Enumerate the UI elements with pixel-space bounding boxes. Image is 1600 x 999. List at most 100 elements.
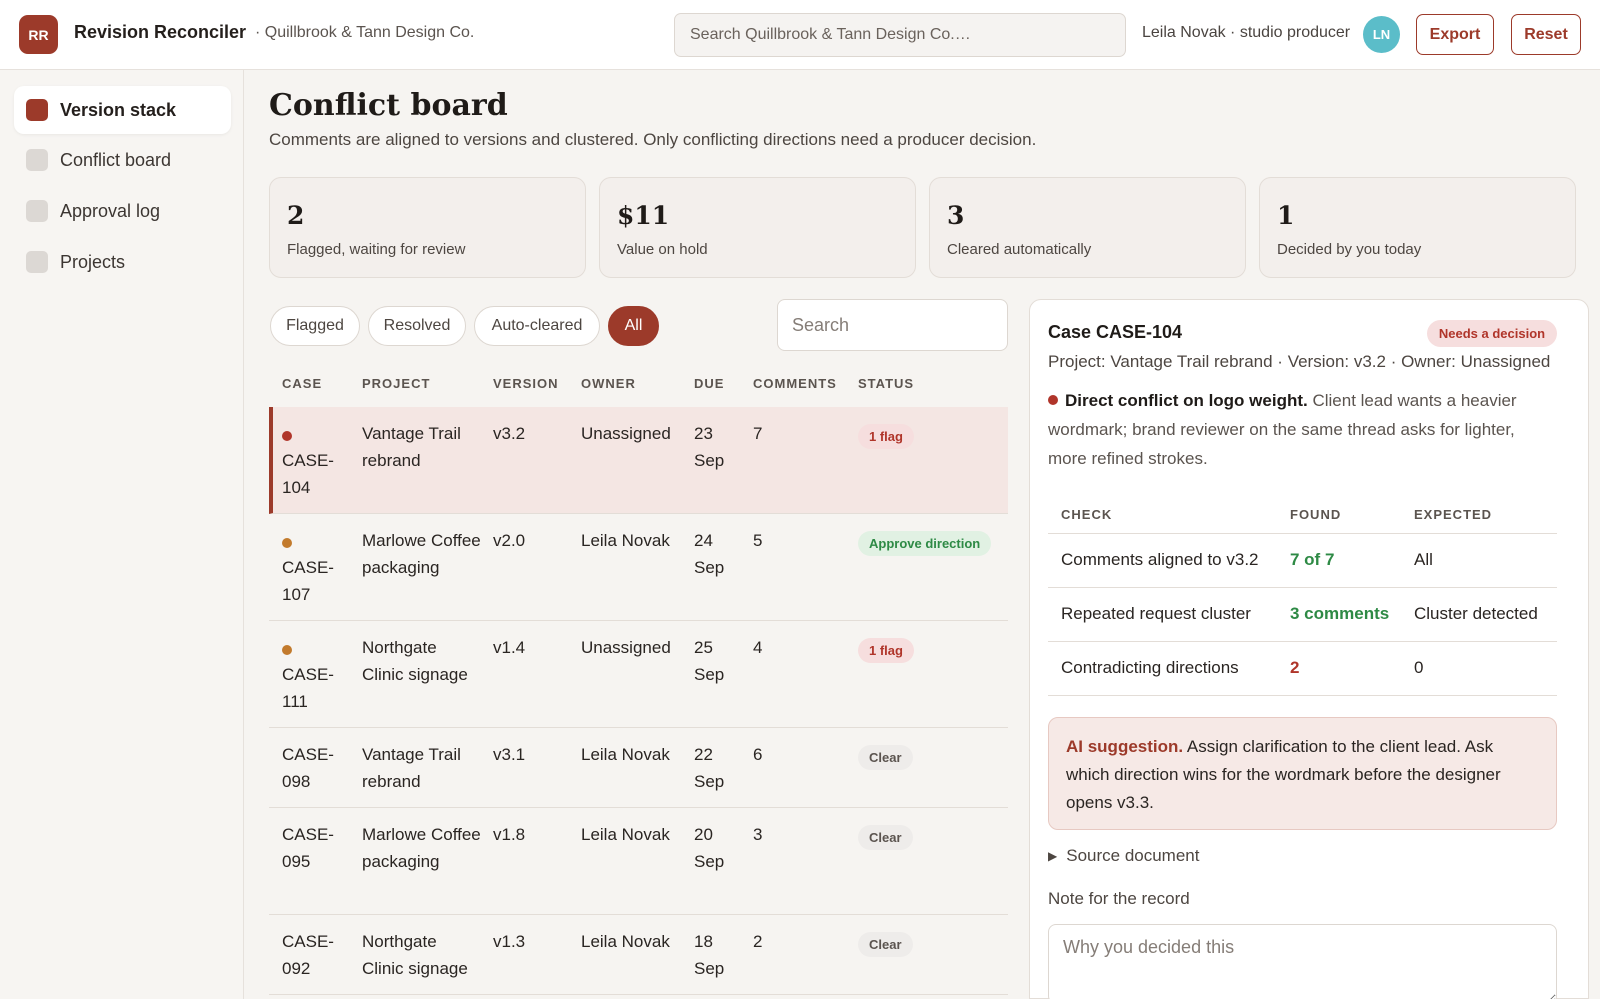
cell-project: Marlowe Coffee packaging — [362, 531, 481, 577]
page-subtitle: Comments are aligned to versions and clu… — [269, 130, 1037, 149]
cell-owner: Leila Novak — [581, 932, 670, 951]
table-row[interactable]: CASE-107 Marlowe Coffee packaging v2.0 L… — [269, 514, 1008, 621]
cell-owner: Unassigned — [581, 638, 671, 657]
cell-case: CASE-111 — [282, 665, 334, 711]
column-header-due[interactable]: DUE — [694, 376, 725, 391]
cell-due: 22 Sep — [694, 745, 725, 791]
table-row[interactable]: CASE-111 Northgate Clinic signage v1.4 U… — [269, 621, 1008, 728]
cell-owner: Leila Novak — [581, 531, 670, 550]
column-header-comments[interactable]: COMMENTS — [753, 376, 837, 391]
checks-table: CHECK FOUND EXPECTED Comments aligned to… — [1048, 494, 1557, 696]
cell-project: Northgate Clinic signage — [362, 932, 468, 978]
export-button[interactable]: Export — [1416, 14, 1494, 55]
checks-header-check: CHECK — [1061, 507, 1113, 522]
source-document-label: Source document — [1066, 846, 1200, 865]
table-row[interactable]: CASE-092 Northgate Clinic signage v1.3 L… — [269, 915, 1008, 995]
status-badge: Approve direction — [858, 531, 992, 556]
top-bar: RR Revision Reconciler · Quillbrook & Ta… — [0, 0, 1600, 70]
check-name: Contradicting directions — [1061, 658, 1239, 677]
table-row[interactable]: CASE-104 Vantage Trail rebrand v3.2 Unas… — [269, 407, 1008, 514]
global-search-input[interactable] — [674, 13, 1126, 57]
filter-chip-resolved[interactable]: Resolved — [368, 306, 466, 346]
ai-suggestion-text: Assign clarification to the client lead.… — [1066, 737, 1501, 812]
column-header-project[interactable]: PROJECT — [362, 376, 431, 391]
check-expected: 0 — [1414, 658, 1424, 677]
stat-label: Decided by you today — [1277, 241, 1422, 258]
sidebar-item-conflict-board[interactable]: Conflict board — [14, 136, 231, 184]
priority-dot-icon — [282, 431, 292, 441]
ai-suggestion-label: AI suggestion. — [1066, 737, 1184, 756]
avatar[interactable]: LN — [1363, 16, 1400, 53]
source-document-toggle[interactable]: ▶ Source document — [1048, 846, 1199, 866]
cell-comments: 6 — [753, 745, 763, 764]
cases-table: CASE PROJECT VERSION OWNER DUE COMMENTS … — [269, 365, 1008, 999]
nav-square-icon — [26, 99, 48, 121]
cell-version: v1.8 — [493, 825, 526, 844]
cell-version: v3.2 — [493, 424, 526, 443]
cell-owner: Leila Novak — [581, 745, 670, 764]
stat-card-cleared: 3 Cleared automatically — [929, 177, 1246, 278]
cell-owner: Unassigned — [581, 424, 671, 443]
cell-due: 23 Sep — [694, 424, 725, 470]
case-detail-panel: Case CASE-104 Needs a decision Project: … — [1029, 299, 1589, 999]
note-textarea[interactable] — [1048, 924, 1557, 999]
filter-chip-flagged[interactable]: Flagged — [270, 306, 360, 346]
check-found: 2 — [1290, 658, 1300, 677]
note-label: Note for the record — [1048, 889, 1190, 908]
cell-due: 25 Sep — [694, 638, 725, 684]
stat-value: 2 — [287, 201, 305, 230]
check-found: 3 comments — [1290, 604, 1390, 623]
sidebar: Version stack Conflict board Approval lo… — [0, 70, 244, 999]
nav-square-icon — [26, 200, 48, 222]
check-expected: All — [1414, 550, 1433, 569]
org-name: · Quillbrook & Tann Design Co. — [255, 24, 475, 41]
sidebar-item-projects[interactable]: Projects — [14, 238, 231, 286]
check-expected: Cluster detected — [1414, 604, 1538, 623]
case-title: Case CASE-104 — [1048, 322, 1183, 342]
filter-chip-auto-cleared[interactable]: Auto-cleared — [474, 306, 600, 346]
table-search-input[interactable] — [777, 299, 1008, 351]
status-badge: Clear — [858, 745, 913, 770]
cell-case: CASE-098 — [282, 745, 334, 791]
reset-button[interactable]: Reset — [1511, 14, 1581, 55]
cell-case: CASE-092 — [282, 932, 334, 978]
app-name: Revision Reconciler — [74, 22, 247, 42]
cell-case: CASE-107 — [282, 558, 334, 604]
page-title: Conflict board — [269, 88, 508, 123]
column-header-owner[interactable]: OWNER — [581, 376, 636, 391]
sidebar-item-version-stack[interactable]: Version stack — [14, 86, 231, 134]
status-badge: 1 flag — [858, 424, 914, 449]
stat-label: Value on hold — [617, 241, 708, 258]
priority-dot-icon — [282, 538, 292, 548]
needs-decision-badge: Needs a decision — [1427, 320, 1557, 347]
cell-version: v1.3 — [493, 932, 526, 951]
cell-project: Vantage Trail rebrand — [362, 745, 461, 791]
stat-value: $11 — [617, 201, 670, 230]
case-meta: Project: Vantage Trail rebrand · Version… — [1048, 352, 1551, 371]
user-label: Leila Novak · studio producer — [1142, 24, 1351, 41]
cell-project: Northgate Clinic signage — [362, 638, 468, 684]
table-row[interactable]: CASE-098 Vantage Trail rebrand v3.1 Leil… — [269, 728, 1008, 808]
cell-due: 20 Sep — [694, 825, 725, 871]
conflict-dot-icon — [1048, 395, 1058, 405]
filter-chip-all[interactable]: All — [608, 306, 659, 346]
priority-dot-icon — [282, 645, 292, 655]
column-header-version[interactable]: VERSION — [493, 376, 559, 391]
status-badge: 1 flag — [858, 638, 914, 663]
cell-project: Marlowe Coffee packaging — [362, 825, 481, 871]
stat-card-decided: 1 Decided by you today — [1259, 177, 1576, 278]
cell-version: v2.0 — [493, 531, 526, 550]
sidebar-item-approval-log[interactable]: Approval log — [14, 187, 231, 235]
column-header-status[interactable]: STATUS — [858, 376, 915, 391]
checks-header-row: CHECK FOUND EXPECTED — [1048, 494, 1557, 534]
column-header-case[interactable]: CASE — [282, 376, 323, 391]
checks-header-expected: EXPECTED — [1414, 507, 1493, 522]
stat-value: 1 — [1277, 201, 1295, 230]
checks-header-found: FOUND — [1290, 507, 1342, 522]
check-row: Comments aligned to v3.2 7 of 7 All — [1048, 534, 1557, 588]
table-row[interactable]: CASE-095 Marlowe Coffee packaging v1.8 L… — [269, 808, 1008, 915]
status-badge: Clear — [858, 932, 913, 957]
cell-case: CASE-104 — [282, 451, 334, 497]
check-row: Contradicting directions 2 0 — [1048, 642, 1557, 696]
conflict-summary: Direct conflict on logo weight. Client l… — [1048, 386, 1558, 473]
